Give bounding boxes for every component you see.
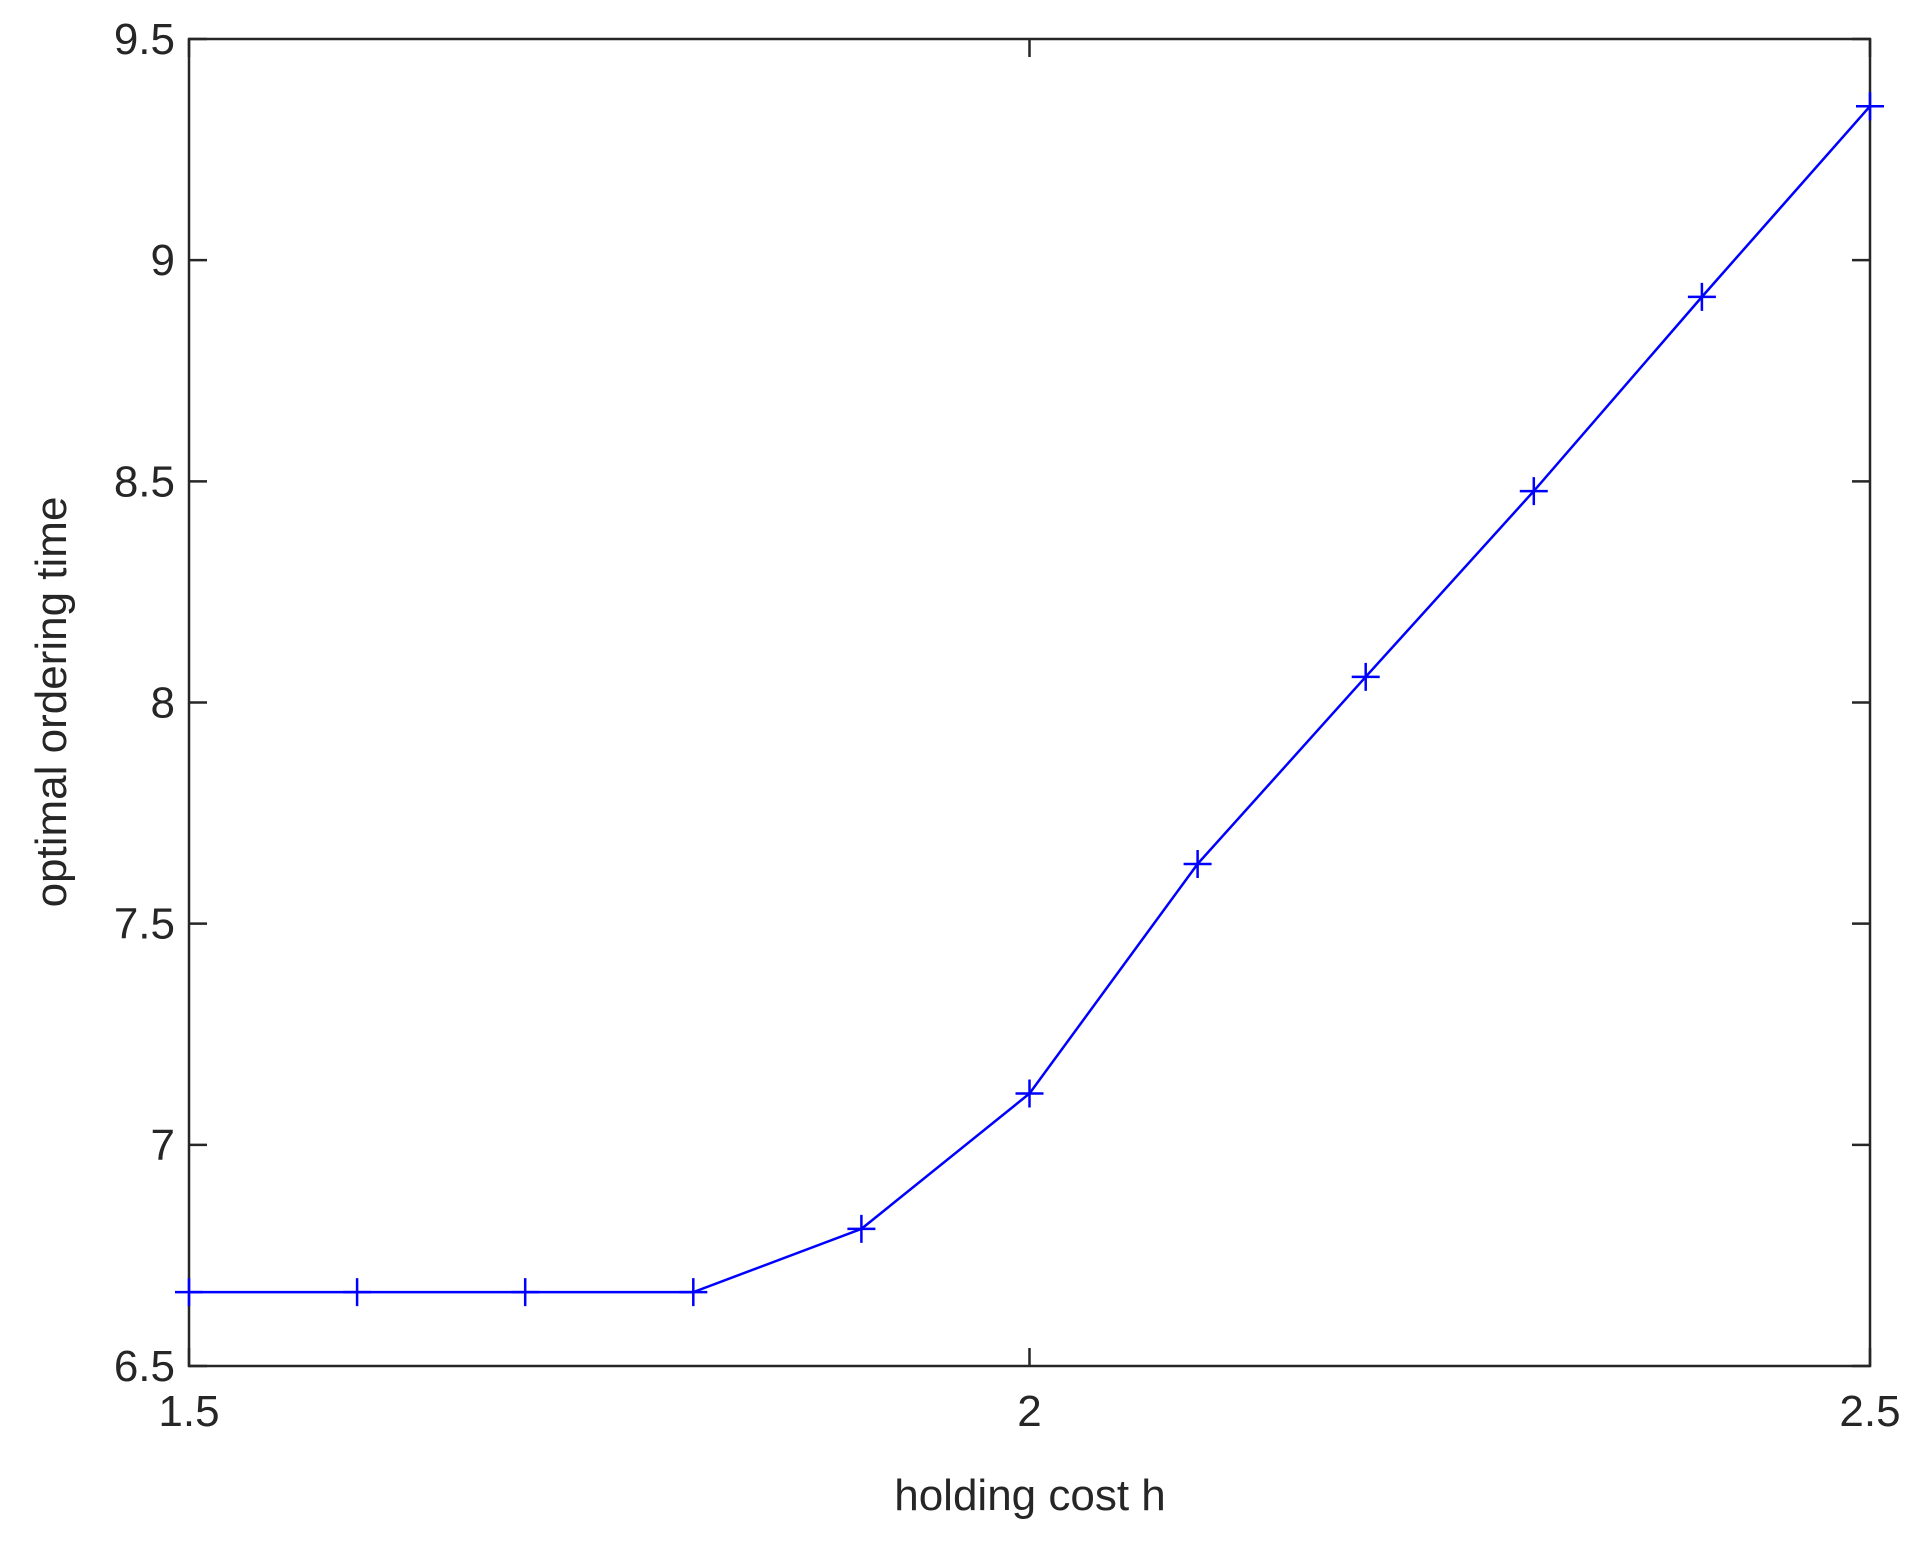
marker (343, 1278, 372, 1307)
marker (1351, 662, 1380, 691)
y-tick-label: 7.5 (114, 900, 175, 949)
y-tick-label: 8 (151, 679, 175, 728)
y-tick-label: 9.5 (114, 15, 175, 64)
x-tick-label: 2 (1017, 1387, 1041, 1436)
x-tick-label: 2.5 (1839, 1387, 1900, 1436)
marker (1183, 849, 1212, 878)
x-axis-label: holding cost h (894, 1471, 1166, 1520)
y-axis-label: optimal ordering time (27, 497, 76, 908)
marker (175, 1278, 203, 1307)
marker (1687, 282, 1716, 311)
marker (1015, 1079, 1044, 1108)
marker (847, 1214, 876, 1243)
plot-area (187, 37, 1872, 1368)
marker (1856, 92, 1884, 121)
y-tick-label: 9 (151, 236, 175, 285)
marker (511, 1278, 540, 1307)
x-tick-label: 1.5 (158, 1387, 219, 1436)
y-tick-label: 6.5 (114, 1342, 175, 1391)
marker (679, 1278, 708, 1307)
marker (1519, 477, 1548, 506)
y-tick-label: 7 (151, 1121, 175, 1170)
y-tick-label: 8.5 (114, 457, 175, 506)
